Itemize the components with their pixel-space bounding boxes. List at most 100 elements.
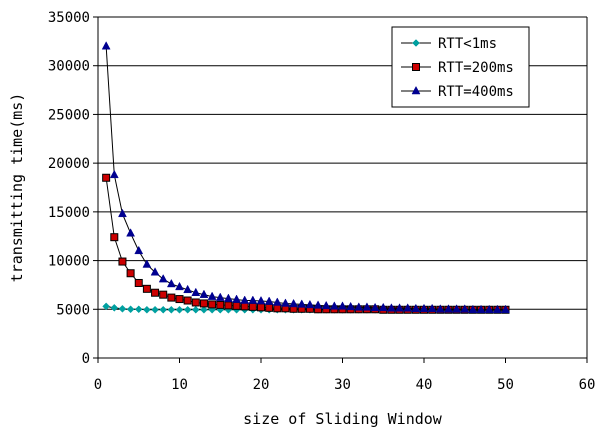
- data-point: [118, 304, 127, 313]
- data-point: [110, 303, 119, 312]
- data-point: [175, 281, 184, 291]
- legend-item: RTT=400ms: [401, 84, 514, 100]
- data-point: [240, 295, 250, 304]
- data-point: [151, 305, 159, 314]
- data-point: [143, 305, 151, 314]
- x-axis-title: size of Sliding Window: [243, 410, 443, 428]
- y-tick-label: 10000: [48, 254, 90, 270]
- data-point: [468, 304, 478, 314]
- y-tick-label: 5000: [56, 302, 90, 318]
- data-point: [362, 302, 372, 311]
- data-point: [126, 269, 135, 278]
- series-3: [101, 41, 510, 314]
- data-point: [159, 305, 168, 314]
- data-point: [183, 296, 192, 305]
- data-point: [329, 301, 339, 310]
- data-point: [297, 299, 307, 308]
- data-point: [175, 295, 184, 304]
- data-point: [501, 304, 510, 314]
- data-point: [216, 300, 225, 309]
- tick-labels: 0 5000 10000 15000 20000 25000 30000 35000 0 10 20…: [48, 10, 596, 393]
- data-point: [378, 302, 388, 312]
- data-point: [313, 300, 323, 309]
- legend-label: RTT=200ms: [438, 60, 514, 76]
- data-point: [395, 303, 404, 312]
- data-point: [338, 301, 347, 310]
- data-point: [166, 278, 176, 288]
- data-point: [354, 302, 364, 311]
- data-point: [248, 302, 257, 311]
- data-point: [265, 303, 274, 312]
- data-point: [191, 305, 200, 314]
- data-point: [110, 233, 119, 242]
- series-line: [105, 177, 506, 311]
- x-tick-label: 0: [94, 377, 102, 393]
- legend-label: RTT<1ms: [438, 36, 497, 52]
- data-point: [158, 274, 168, 283]
- data-point: [224, 301, 233, 310]
- data-point: [305, 299, 315, 309]
- data-point: [411, 303, 421, 313]
- data-point: [208, 300, 217, 309]
- data-point: [289, 298, 299, 308]
- data-point: [199, 299, 208, 308]
- legend-marker: [411, 85, 421, 95]
- data-point: [101, 41, 111, 50]
- data-point: [183, 305, 192, 314]
- data-point: [272, 297, 282, 306]
- legend: RTT<1ms RTT=200ms RTT=400ms: [391, 26, 530, 108]
- x-tick-label: 10: [171, 377, 188, 393]
- y-tick-label: 25000: [48, 107, 90, 123]
- x-tick-label: 40: [416, 377, 433, 393]
- data-point: [232, 301, 241, 310]
- data-point: [200, 305, 208, 314]
- data-point: [118, 257, 127, 266]
- gridlines: [98, 16, 587, 310]
- series-layer: [101, 41, 510, 314]
- x-tick-label: 30: [334, 377, 351, 393]
- data-point: [134, 245, 144, 255]
- data-point: [118, 208, 127, 218]
- data-point: [435, 304, 445, 313]
- data-point: [264, 296, 274, 305]
- y-tick-label: 20000: [48, 156, 90, 172]
- data-point: [199, 289, 209, 298]
- data-point: [102, 173, 111, 182]
- data-point: [109, 169, 119, 179]
- x-tick-label: 20: [253, 377, 270, 393]
- data-point: [460, 304, 470, 313]
- data-point: [223, 293, 233, 302]
- y-tick-label: 0: [82, 351, 90, 367]
- data-point: [167, 293, 176, 302]
- data-point: [207, 291, 217, 300]
- data-point: [142, 259, 152, 268]
- x-tick-label: 60: [579, 377, 596, 393]
- data-point: [102, 302, 111, 311]
- legend-item: RTT<1ms: [401, 36, 497, 52]
- data-point: [126, 305, 135, 314]
- data-point: [191, 287, 201, 296]
- legend-label: RTT=400ms: [438, 84, 514, 100]
- data-point: [215, 292, 225, 301]
- series-2: [102, 173, 510, 314]
- data-point: [484, 304, 494, 314]
- data-point: [419, 303, 429, 313]
- x-tick-label: 50: [497, 377, 514, 393]
- data-point: [134, 278, 143, 287]
- data-point: [142, 284, 151, 293]
- data-point: [151, 288, 160, 297]
- y-tick-label: 35000: [48, 10, 90, 26]
- data-point: [183, 284, 193, 294]
- data-point: [175, 305, 184, 314]
- data-point: [346, 301, 356, 311]
- data-point: [191, 298, 200, 307]
- data-point: [256, 295, 266, 305]
- data-point: [240, 302, 249, 311]
- data-point: [370, 302, 380, 312]
- y-tick-label: 15000: [48, 205, 90, 221]
- data-point: [444, 304, 453, 313]
- data-point: [273, 304, 282, 313]
- y-tick-label: 30000: [48, 59, 90, 75]
- axes: [93, 16, 588, 363]
